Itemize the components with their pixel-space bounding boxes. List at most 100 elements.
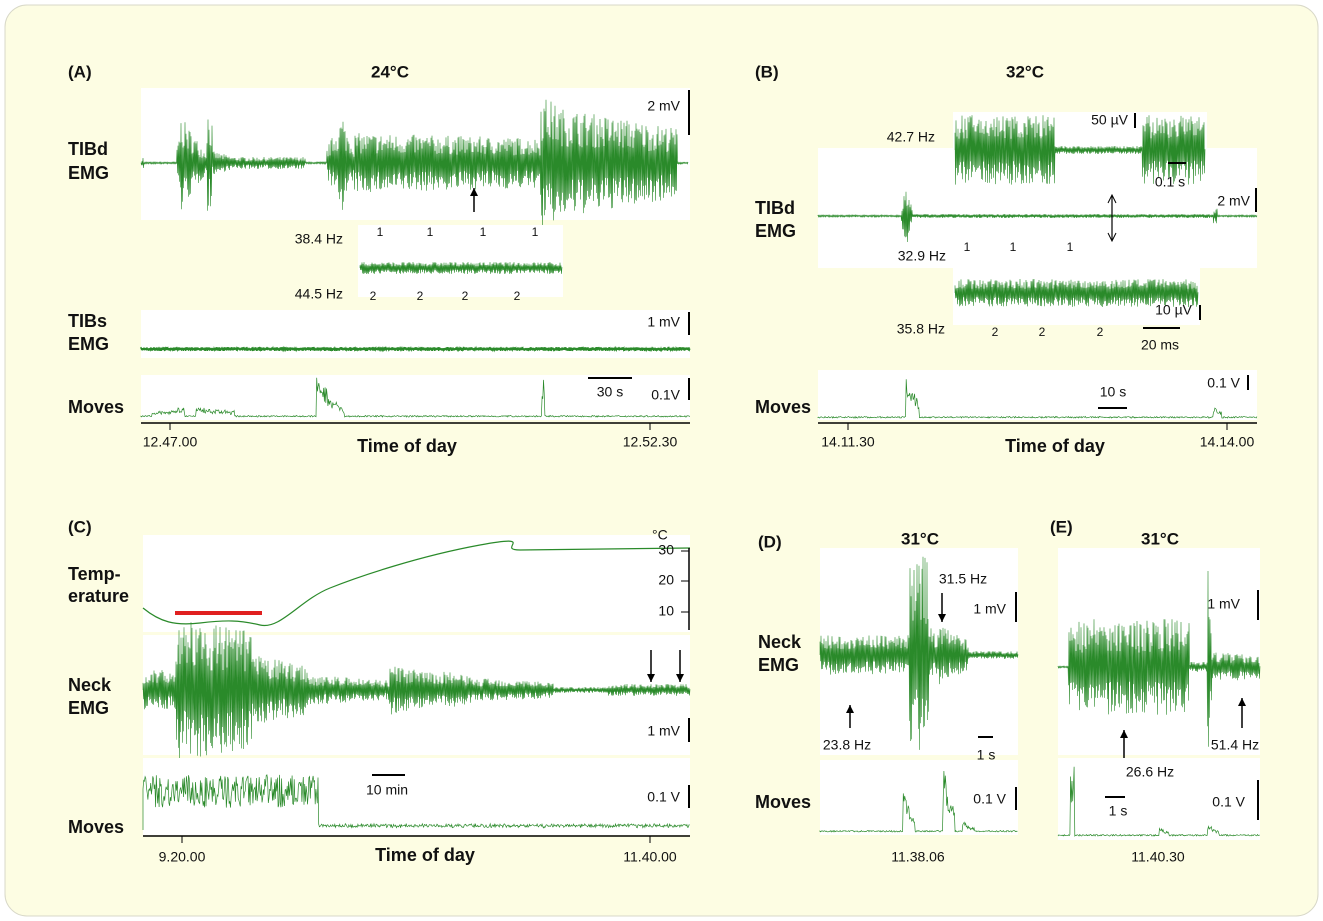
label: 1: [1067, 240, 1074, 254]
arrow-head: [647, 674, 655, 682]
label: 0.1 V: [1207, 375, 1240, 391]
label: EMG: [755, 221, 796, 241]
label: 1: [480, 225, 487, 239]
arrow-head: [938, 614, 946, 622]
label: 38.4 Hz: [295, 231, 343, 247]
label: 10 µV: [1155, 302, 1193, 318]
label: 10: [658, 603, 674, 619]
emg-trace: [954, 115, 1206, 185]
emg-trace: [140, 99, 689, 229]
label: 1 s: [1109, 803, 1128, 819]
trace-area: [143, 535, 690, 632]
trace-area: [1058, 758, 1260, 840]
label: Time of day: [357, 436, 457, 456]
label: Neck: [758, 632, 802, 652]
label: 2 mV: [647, 98, 680, 114]
label: Moves: [68, 817, 124, 837]
label: 2: [370, 289, 377, 303]
label: (C): [68, 517, 92, 536]
movement-trace: [1057, 766, 1260, 837]
trace-area: [820, 760, 1018, 835]
arrow-head: [846, 705, 854, 713]
label: 0.1 s: [1155, 174, 1185, 190]
label: 32°C: [1006, 62, 1044, 81]
emg-trace: [1057, 570, 1261, 747]
label: 1 mV: [1207, 596, 1240, 612]
emg-trace: [954, 278, 1199, 308]
label: EMG: [68, 334, 109, 354]
label: °C: [652, 527, 668, 543]
label: 1: [964, 240, 971, 254]
label: 2: [992, 325, 999, 339]
label: 50 µV: [1091, 112, 1129, 128]
label: (B): [755, 62, 779, 81]
emg-trace: [819, 556, 1019, 750]
label: 1 mV: [973, 601, 1006, 617]
label: Neck: [68, 675, 112, 695]
label: 11.40.00: [623, 849, 677, 865]
label: 0.1 V: [1212, 794, 1245, 810]
label: 0.1 V: [973, 791, 1006, 807]
label: 23.8 Hz: [823, 737, 871, 753]
label: EMG: [68, 698, 109, 718]
label: 2: [462, 289, 469, 303]
trace-area: [358, 225, 563, 297]
label: 20: [658, 572, 674, 588]
trace-area: [141, 375, 690, 420]
label: TIBs: [68, 311, 107, 331]
label: 2: [1097, 325, 1104, 339]
label: 2: [417, 289, 424, 303]
emg-trace: [142, 622, 691, 759]
label: 9.20.00: [159, 849, 206, 865]
label: 31°C: [901, 529, 939, 548]
arrow-head: [1120, 730, 1128, 738]
emg-trace: [140, 345, 691, 353]
label: EMG: [758, 655, 799, 675]
emg-trace: [359, 261, 563, 275]
temperature-trace: [142, 540, 691, 627]
label: 12.47.00: [143, 434, 198, 450]
emg-trace: [817, 191, 1258, 243]
label: 1: [1010, 240, 1017, 254]
label: Moves: [68, 397, 124, 417]
label: (A): [68, 62, 92, 81]
label: 1 mV: [647, 723, 680, 739]
label: 1 mV: [647, 314, 680, 330]
label: TIBd: [68, 139, 108, 159]
label: 1: [427, 225, 434, 239]
double-arrow-head: [1107, 193, 1117, 243]
label: 32.9 Hz: [898, 248, 946, 264]
label: 30: [658, 542, 674, 558]
label: 1: [532, 225, 539, 239]
label: 2: [514, 289, 521, 303]
label: Moves: [755, 397, 811, 417]
label: 24°C: [371, 62, 409, 81]
trace-area: [818, 370, 1257, 420]
label: erature: [68, 586, 129, 606]
label: TIBd: [755, 198, 795, 218]
label: Temp-: [68, 564, 121, 584]
label: 35.8 Hz: [897, 321, 945, 337]
movement-trace: [142, 774, 690, 830]
arrow-head: [1238, 698, 1246, 706]
label: 51.4 Hz: [1211, 737, 1259, 753]
label: 42.7 Hz: [887, 129, 935, 145]
label: 26.6 Hz: [1126, 764, 1174, 780]
label: Time of day: [375, 845, 475, 865]
label: 2 mV: [1217, 193, 1250, 209]
label: Moves: [755, 792, 811, 812]
trace-area: [143, 758, 690, 835]
label: 1: [377, 225, 384, 239]
label: 0.1V: [651, 387, 680, 403]
label: 20 ms: [1141, 337, 1179, 353]
label: 10 min: [366, 782, 408, 798]
label: 0.1 V: [647, 789, 680, 805]
label: (E): [1050, 517, 1073, 536]
label: 30 s: [597, 384, 623, 400]
label: 31°C: [1141, 529, 1179, 548]
label: 10 s: [1100, 384, 1126, 400]
movement-trace: [140, 377, 691, 418]
label: 14.14.00: [1200, 434, 1255, 450]
movement-trace: [817, 379, 1258, 419]
